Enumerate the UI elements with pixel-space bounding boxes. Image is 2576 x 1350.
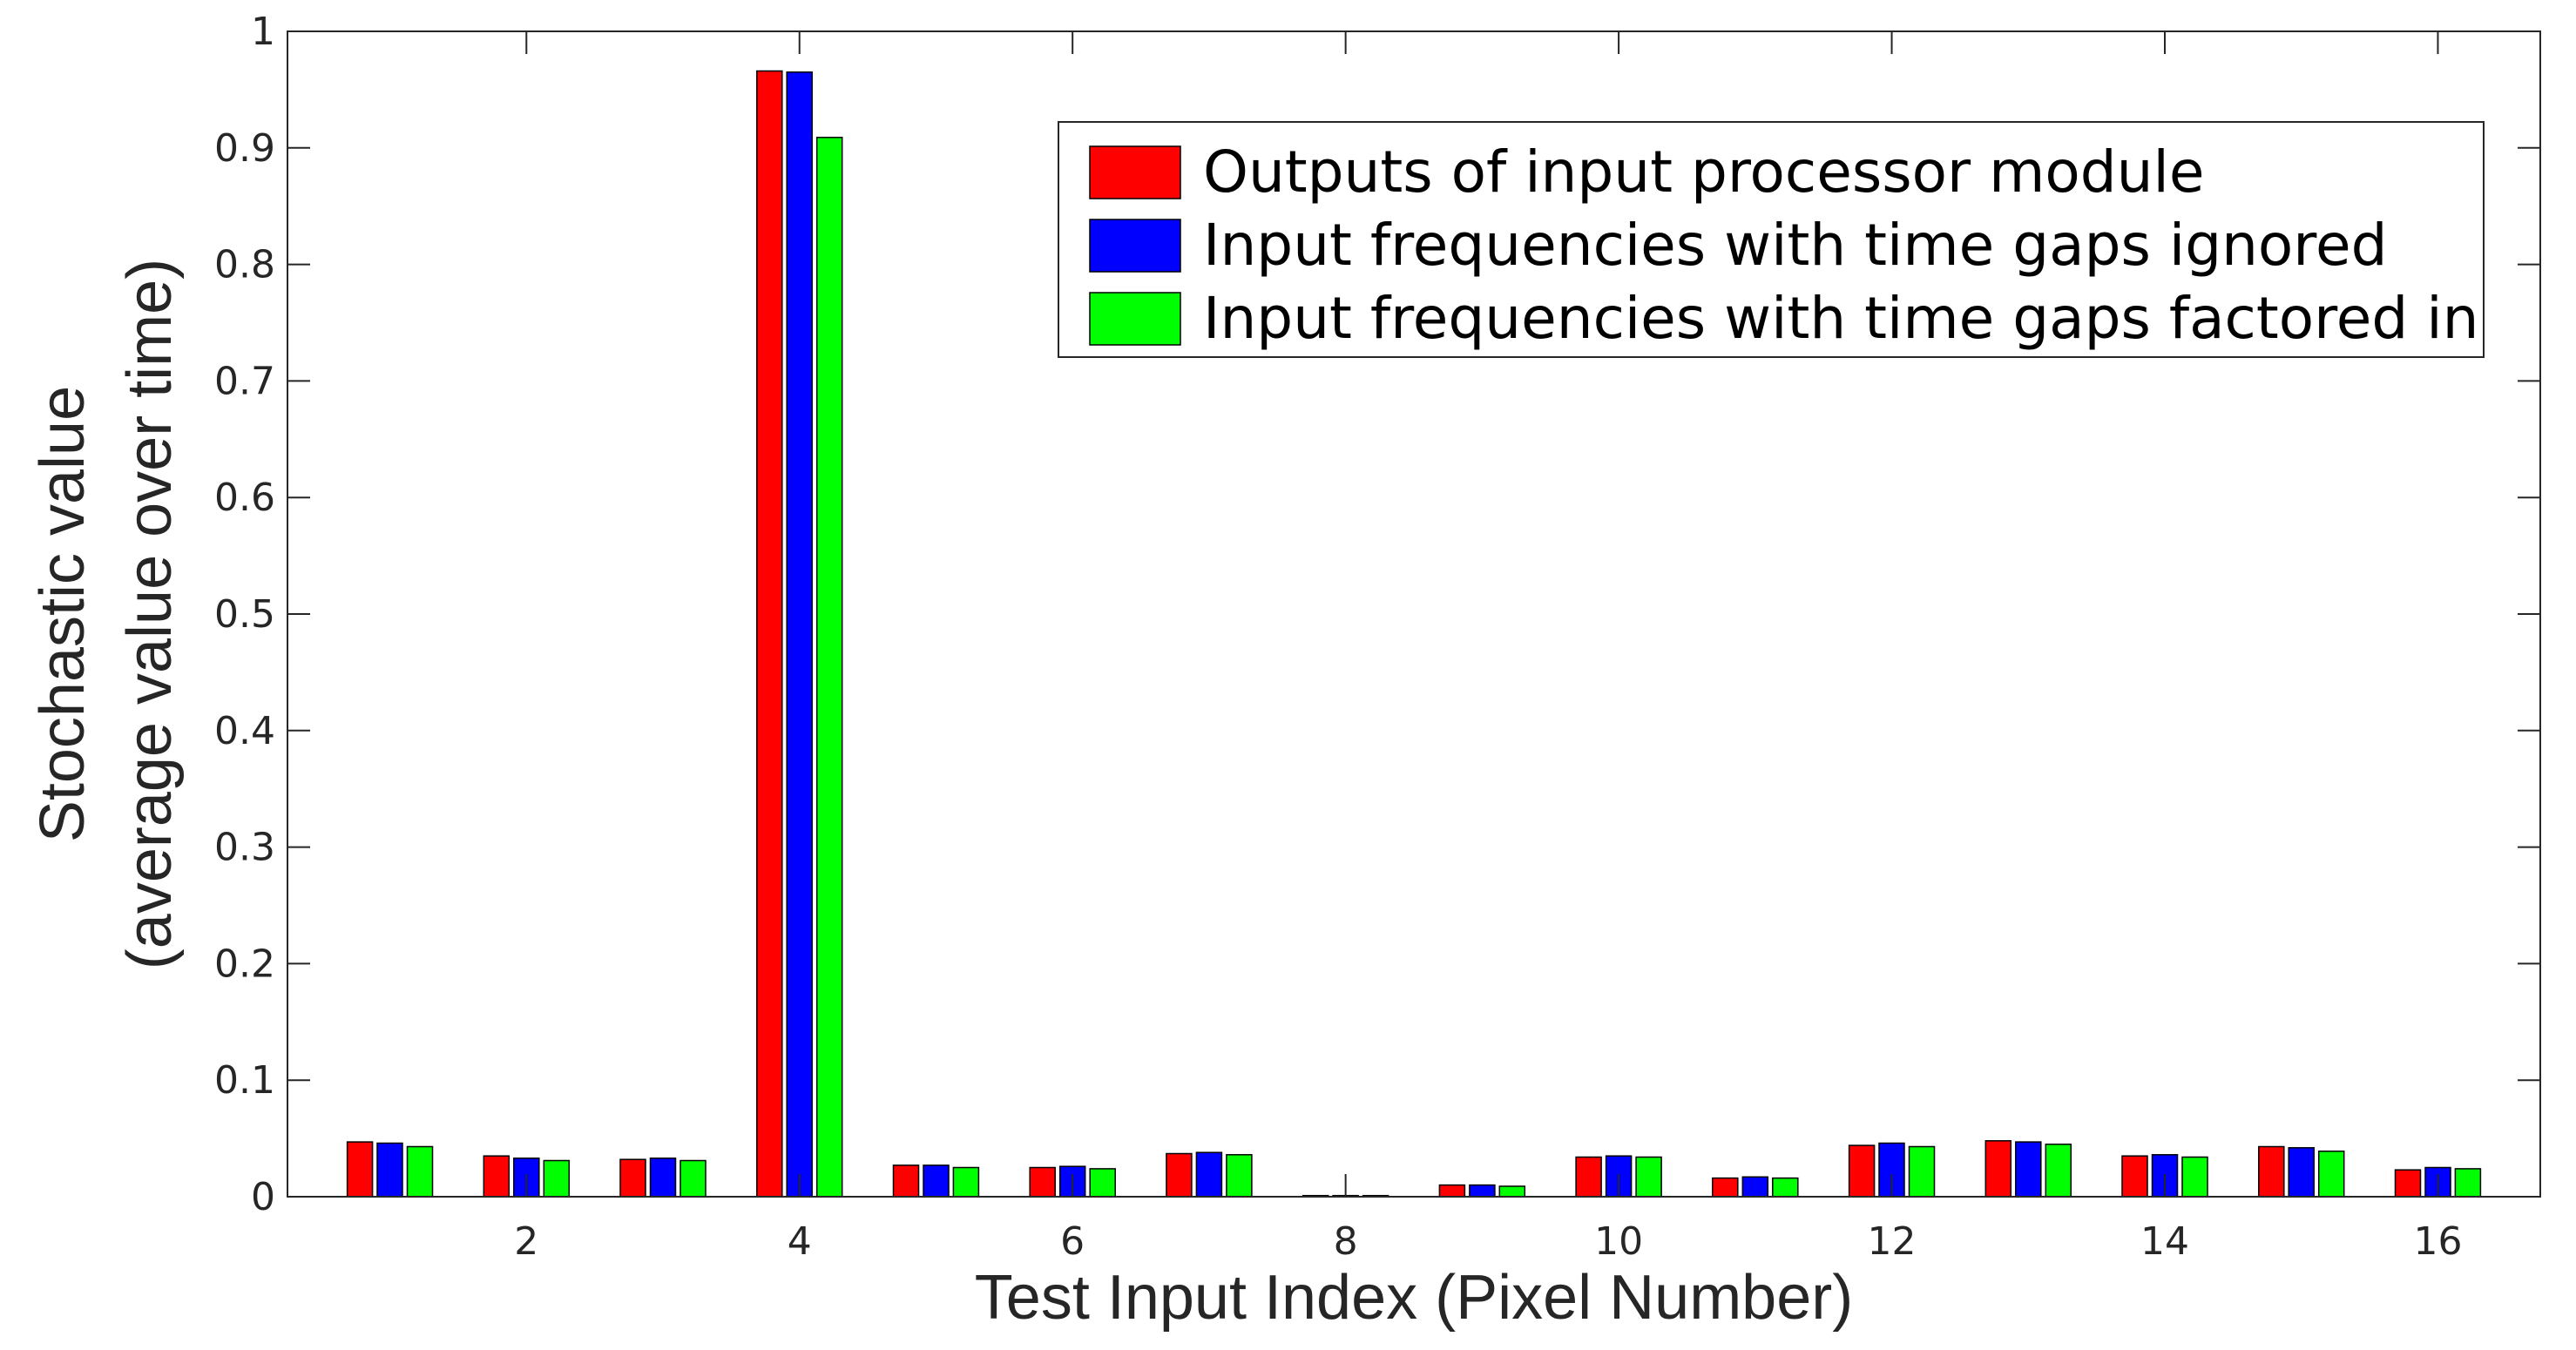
legend-label-series3: Input frequencies with time gaps factore… bbox=[1203, 285, 2478, 352]
bar-series3-x1 bbox=[406, 1145, 434, 1198]
bar-series1-x4 bbox=[756, 70, 783, 1198]
bar-series1-x12 bbox=[1848, 1144, 1876, 1198]
bar-series3-x6 bbox=[1089, 1168, 1116, 1198]
bar-series3-x4 bbox=[815, 137, 843, 1198]
bar-series3-x9 bbox=[1498, 1185, 1526, 1198]
bar-series3-x14 bbox=[2181, 1156, 2208, 1198]
y-tick-label: 0 bbox=[251, 1175, 275, 1219]
bar-series3-x7 bbox=[1226, 1154, 1253, 1198]
bar-series3-x12 bbox=[1908, 1145, 1936, 1198]
bar-series1-x13 bbox=[1984, 1140, 2012, 1198]
bar-series3-x13 bbox=[2045, 1144, 2072, 1198]
y-tick-label: 0.7 bbox=[214, 359, 275, 403]
x-tick-label: 8 bbox=[1334, 1219, 1358, 1264]
bar-series1-x16 bbox=[2394, 1169, 2422, 1198]
bar-series1-x6 bbox=[1029, 1166, 1056, 1198]
y-axis-label-line2: (average value over time) bbox=[115, 259, 185, 969]
x-axis-label: Test Input Index (Pixel Number) bbox=[975, 1263, 1853, 1333]
bar-series3-x3 bbox=[679, 1159, 707, 1198]
bar-series1-x10 bbox=[1575, 1156, 1602, 1198]
legend-swatch-series1 bbox=[1089, 145, 1181, 199]
y-tick-label: 0.2 bbox=[214, 942, 275, 986]
x-tick-label: 4 bbox=[788, 1219, 812, 1264]
x-tick-label: 6 bbox=[1060, 1219, 1085, 1264]
bar-series2-x7 bbox=[1195, 1151, 1223, 1198]
y-tick-label: 0.3 bbox=[214, 826, 275, 870]
y-axis-label: Stochastic value (average value over tim… bbox=[28, 259, 185, 969]
bar-series1-x9 bbox=[1438, 1184, 1466, 1198]
y-tick-label: 0.4 bbox=[214, 709, 275, 753]
legend-label-series2: Input frequencies with time gaps ignored bbox=[1203, 212, 2387, 279]
y-tick-label: 0.5 bbox=[214, 592, 275, 637]
bar-series2-x13 bbox=[2015, 1141, 2042, 1198]
bar-series1-x15 bbox=[2258, 1145, 2285, 1198]
bars-group bbox=[346, 70, 2482, 1198]
y-axis-label-line1: Stochastic value bbox=[28, 386, 98, 842]
bar-series2-x9 bbox=[1469, 1184, 1496, 1198]
bar-series3-x5 bbox=[952, 1166, 980, 1198]
bar-series1-x3 bbox=[619, 1158, 646, 1198]
bar-series1-x14 bbox=[2121, 1155, 2148, 1198]
bar-series3-x15 bbox=[2317, 1151, 2345, 1198]
x-tick-label: 2 bbox=[514, 1219, 538, 1264]
bar-series3-x11 bbox=[1772, 1177, 1799, 1198]
bar-series1-x7 bbox=[1166, 1152, 1193, 1198]
legend-swatch-series2 bbox=[1089, 219, 1181, 273]
bar-series3-x2 bbox=[543, 1159, 571, 1198]
bar-series2-x11 bbox=[1741, 1176, 1769, 1198]
x-ticks-group: 2 4 6 8 10 12 14 16 bbox=[514, 31, 2462, 1264]
x-tick-label: 16 bbox=[2413, 1219, 2462, 1264]
legend-box bbox=[1058, 121, 2485, 358]
x-tick-label: 12 bbox=[1868, 1219, 1917, 1264]
y-tick-label: 0.8 bbox=[214, 243, 275, 287]
y-ticks-group: 0 0.1 0.2 0.3 0.4 0.5 0.6 0.7 0.8 0.9 1 bbox=[214, 10, 2540, 1219]
y-tick-label: 0.9 bbox=[214, 126, 275, 171]
bar-series1-x5 bbox=[892, 1164, 920, 1198]
bar-series2-x5 bbox=[923, 1164, 950, 1198]
y-tick-label: 0.1 bbox=[214, 1058, 275, 1103]
x-tick-label: 14 bbox=[2140, 1219, 2189, 1264]
y-tick-label: 0.6 bbox=[214, 476, 275, 520]
bar-series2-x15 bbox=[2288, 1147, 2315, 1198]
legend-swatch-series3 bbox=[1089, 292, 1181, 346]
bar-series3-x10 bbox=[1635, 1156, 1662, 1198]
bar-series1-x11 bbox=[1712, 1177, 1739, 1198]
x-tick-label: 10 bbox=[1594, 1219, 1643, 1264]
bar-series2-x4 bbox=[786, 71, 813, 1198]
bar-series2-x12 bbox=[1878, 1142, 1905, 1198]
bar-series1-x2 bbox=[483, 1155, 510, 1198]
legend-label-series1: Outputs of input processor module bbox=[1203, 138, 2204, 206]
bar-series2-x3 bbox=[649, 1158, 677, 1198]
y-tick-label: 1 bbox=[251, 10, 275, 54]
bar-series3-x16 bbox=[2454, 1168, 2482, 1198]
bar-series1-x1 bbox=[346, 1141, 374, 1198]
bar-series2-x1 bbox=[376, 1142, 403, 1198]
